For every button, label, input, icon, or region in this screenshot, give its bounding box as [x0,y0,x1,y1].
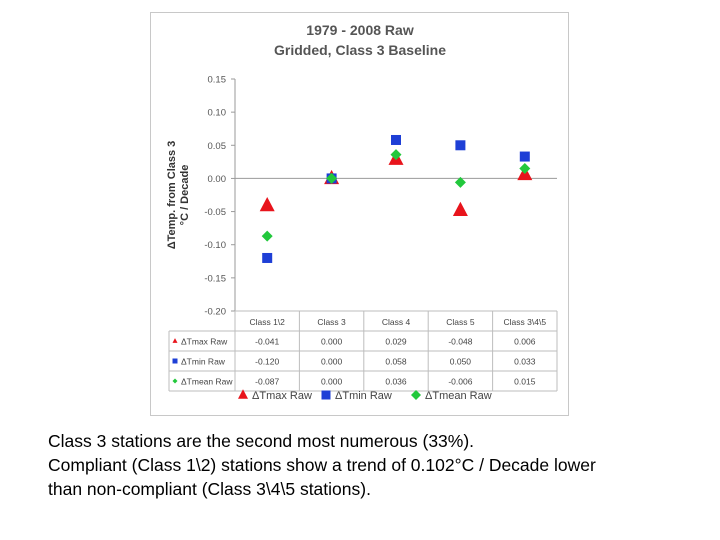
chart-title-line-2: Gridded, Class 3 Baseline [274,42,446,58]
y-tick-label: 0.10 [208,108,227,119]
data-point-tminraw [455,140,466,151]
legend-marker-tmaxraw [238,389,248,399]
legend-marker-tminraw [321,390,331,400]
table-value: 0.036 [385,377,407,387]
data-point-tminraw [519,151,530,162]
table-value: 0.000 [321,337,343,347]
y-tick-label: 0.15 [208,75,227,86]
data-point-tmeanraw [261,230,273,242]
y-tick-label: -0.05 [204,207,226,218]
x-category-label: Class 4 [382,317,411,327]
data-point-tmaxraw [452,201,468,216]
y-tick-label: 0.00 [208,174,227,185]
chart: 1979 - 2008 Raw Gridded, Class 3 Baseline… [166,22,558,402]
table-series-label: ΔTmean Raw [181,377,233,387]
y-tick-label: -0.20 [204,307,226,318]
chart-frame: 1979 - 2008 Raw Gridded, Class 3 Baseline… [150,12,569,416]
x-category-label: Class 1\2 [249,317,285,327]
data-point-tmaxraw [259,197,275,212]
table-value: 0.006 [514,337,536,347]
x-category-label: Class 3 [317,317,346,327]
caption-line-1: Class 3 stations are the second most num… [48,431,475,451]
table-value: 0.000 [321,377,343,387]
table-value: -0.006 [448,377,472,387]
table-series-label: ΔTmax Raw [181,337,228,347]
data-point-tmeanraw [519,162,531,174]
table-legend-key-tmeanraw [172,378,178,384]
y-tick-label: -0.10 [204,240,226,251]
legend-label-tmaxraw: ΔTmax Raw [252,390,312,402]
table-value: -0.120 [255,357,279,367]
table-value: 0.015 [514,377,536,387]
table-value: 0.058 [385,357,407,367]
data-point-tmeanraw [390,149,402,161]
table-value: 0.050 [450,357,472,367]
caption-line-2: Compliant (Class 1\2) stations show a tr… [48,455,596,475]
y-axis-label-line-1: ΔTemp. from Class 3 [166,141,178,250]
data-point-tmeanraw [454,176,466,188]
table-value: 0.029 [385,337,407,347]
x-category-label: Class 3\4\5 [504,317,547,327]
chart-title-line-1: 1979 - 2008 Raw [306,22,414,38]
y-axis-label-line-2: °C / Decade [179,165,191,226]
table-value: 0.033 [514,357,536,367]
table-value: -0.087 [255,377,279,387]
table-value: -0.048 [448,337,472,347]
x-category-label: Class 5 [446,317,475,327]
table-value: -0.041 [255,337,279,347]
table-legend-key-tminraw [172,358,178,364]
legend-label-tminraw: ΔTmin Raw [335,390,392,402]
data-point-tminraw [262,252,273,263]
table-series-label: ΔTmin Raw [181,357,226,367]
y-tick-label: -0.15 [204,273,226,284]
table-legend-key-tmaxraw [172,338,178,343]
data-point-tminraw [391,134,401,145]
table-value: 0.000 [321,357,343,367]
caption-line-3: than non-compliant (Class 3\4\5 stations… [48,479,371,499]
legend-marker-tmeanraw [411,390,421,400]
data-point-tmeanraw [326,172,338,184]
y-tick-label: 0.05 [208,141,227,152]
legend-label-tmeanraw: ΔTmean Raw [425,390,492,402]
